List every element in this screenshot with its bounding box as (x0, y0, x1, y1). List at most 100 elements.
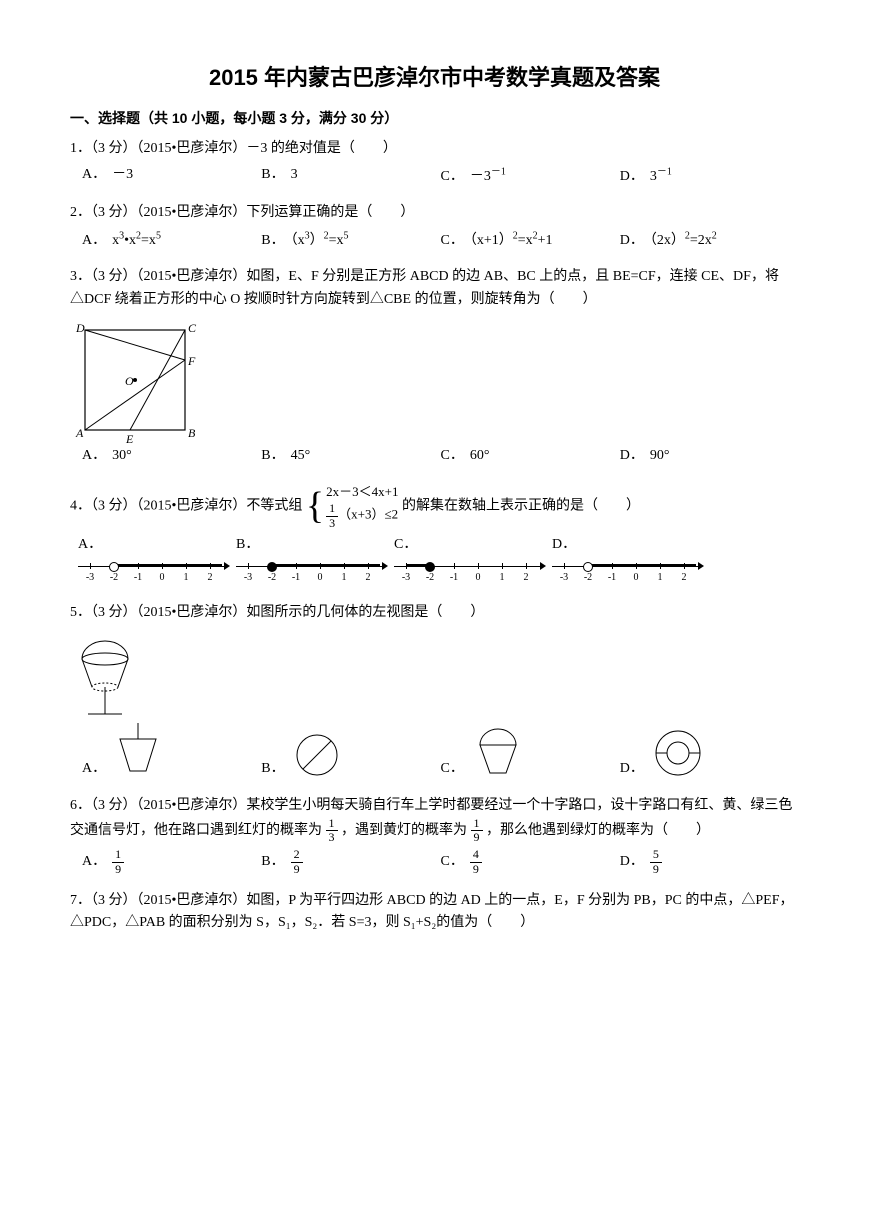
opt-label: C． (441, 233, 464, 248)
q4-opt-c: C． -3-2-1012 (394, 534, 544, 588)
q3-options: A． 30° B． 45° C． 60° D． 90° (82, 445, 799, 467)
opt-label: D． (552, 537, 576, 552)
q3-opt-b: B． 45° (261, 445, 440, 467)
opt-val: （x+1）2=x2+1 (470, 233, 553, 248)
q5-figure (70, 629, 799, 719)
opt-val: x3•x2=x5 (112, 233, 161, 248)
numberline-a: -3-2-1012 (78, 556, 228, 588)
question-2: 2．（3 分）（2015•巴彦淖尔）下列运算正确的是（ ） (70, 202, 799, 224)
opt-label: A． (82, 233, 106, 248)
section-heading: 一、选择题（共 10 小题，每小题 3 分，满分 30 分） (70, 107, 799, 129)
q2-opt-b: B． （x3）2=x5 (261, 228, 440, 252)
question-7: 7．（3 分）（2015•巴彦淖尔）如图，P 为平行四边形 ABCD 的边 AD… (70, 890, 799, 935)
svg-text:F: F (187, 354, 196, 368)
opt-label: C． (441, 758, 464, 780)
q3-figure: O D C F A E B (70, 315, 799, 445)
q4-opt-b: B． -3-2-1012 (236, 534, 386, 588)
opt-label: B． (261, 233, 284, 248)
frac-yellow: 19 (471, 817, 483, 844)
svg-text:B: B (188, 426, 196, 440)
view-d-icon (650, 725, 706, 781)
question-5: 5．（3 分）（2015•巴彦淖尔）如图所示的几何体的左视图是（ ） (70, 602, 799, 624)
q2-options: A． x3•x2=x5 B． （x3）2=x5 C． （x+1）2=x2+1 D．（2… (82, 228, 799, 252)
q6-opt-a: A．19 (82, 848, 261, 875)
brace-icon: { (306, 487, 324, 525)
q6-opt-b: B．29 (261, 848, 440, 875)
svg-text:C: C (188, 321, 197, 335)
opt-val: －3 (112, 167, 133, 182)
question-1: 1．（3 分）（2015•巴彦淖尔）－3 的绝对值是（ ） (70, 138, 799, 160)
opt-val: 3 (291, 167, 298, 182)
numberline-c: -3-2-1012 (394, 556, 544, 588)
opt-label: B． (261, 854, 284, 869)
opt-label: C． (441, 448, 464, 463)
opt-label: A． (82, 448, 106, 463)
q1-opt-c: C． －3－1 (441, 164, 620, 188)
frac-red: 13 (326, 817, 338, 844)
opt-val: －3－1 (470, 169, 506, 184)
view-a-icon (112, 719, 164, 781)
q3-opt-d: D． 90° (620, 445, 799, 467)
page-title: 2015 年内蒙古巴彦淖尔市中考数学真题及答案 (70, 60, 799, 95)
question-4: 4．（3 分）（2015•巴彦淖尔）不等式组 { 2x－3＜4x+1 13（x+… (70, 482, 799, 530)
square-figure: O D C F A E B (70, 315, 200, 445)
q6-text-b: ，遇到黄灯的概率为 (341, 823, 467, 838)
solid-figure (70, 629, 140, 719)
q2-opt-c: C． （x+1）2=x2+1 (441, 228, 620, 252)
svg-text:D: D (75, 321, 85, 335)
svg-text:A: A (75, 426, 84, 440)
svg-text:O: O (125, 374, 134, 388)
q3-opt-c: C． 60° (441, 445, 620, 467)
numberline-b: -3-2-1012 (236, 556, 386, 588)
opt-val: 30° (112, 448, 132, 463)
numberline-d: -3-2-1012 (552, 556, 702, 588)
sys-line2: 13（x+3）≤2 (326, 502, 398, 529)
opt-label: C． (441, 854, 464, 869)
q4-opt-a: A． -3-2-1012 (78, 534, 228, 588)
q5-opt-d: D． (620, 725, 799, 781)
opt-label: A． (82, 167, 106, 182)
q6-options: A．19 B．29 C．49 D．59 (82, 848, 799, 875)
q1-options: A． －3 B． 3 C． －3－1 D．3－1 (82, 164, 799, 188)
q3-opt-a: A． 30° (82, 445, 261, 467)
opt-label: D． (620, 854, 644, 869)
opt-label: D． (620, 233, 644, 248)
q4-system: { 2x－3＜4x+1 13（x+3）≤2 (306, 482, 399, 530)
q6-opt-d: D．59 (620, 848, 799, 875)
opt-label: B． (261, 758, 284, 780)
q4-text-a: 4．（3 分）（2015•巴彦淖尔）不等式组 (70, 498, 302, 513)
q4-text-b: 的解集在数轴上表示正确的是（ ） (402, 498, 640, 513)
q5-options: A． B． C． D． (82, 719, 799, 781)
opt-label: A． (82, 854, 106, 869)
opt-label: D． (620, 169, 644, 184)
q5-opt-a: A． (82, 719, 261, 781)
view-b-icon (291, 729, 343, 781)
q1-opt-d: D．3－1 (620, 164, 799, 188)
opt-label: D． (620, 758, 644, 780)
view-c-icon (470, 723, 526, 781)
q6-opt-c: C．49 (441, 848, 620, 875)
q1-opt-b: B． 3 (261, 164, 440, 188)
question-3: 3．（3 分）（2015•巴彦淖尔）如图，E、F 分别是正方形 ABCD 的边 … (70, 266, 799, 311)
q1-opt-a: A． －3 (82, 164, 261, 188)
opt-val: 60° (470, 448, 490, 463)
opt-label: A． (78, 537, 102, 552)
opt-val: 45° (291, 448, 311, 463)
opt-label: A． (82, 758, 106, 780)
q2-opt-a: A． x3•x2=x5 (82, 228, 261, 252)
opt-label: B． (236, 537, 259, 552)
opt-label: C． (394, 537, 417, 552)
q5-opt-c: C． (441, 723, 620, 781)
svg-text:E: E (125, 432, 134, 445)
q4-opt-d: D． -3-2-1012 (552, 534, 702, 588)
q5-opt-b: B． (261, 729, 440, 781)
opt-val: 90° (650, 448, 670, 463)
sys-line1: 2x－3＜4x+1 (326, 482, 398, 503)
opt-val: （x3）2=x5 (291, 233, 349, 248)
opt-label: D． (620, 448, 644, 463)
question-6: 6．（3 分）（2015•巴彦淖尔）某校学生小明每天骑自行车上学时都要经过一个十… (70, 795, 799, 845)
opt-label: C． (441, 169, 464, 184)
opt-label: B． (261, 167, 284, 182)
q2-opt-d: D．（2x）2=2x2 (620, 228, 799, 252)
opt-label: B． (261, 448, 284, 463)
